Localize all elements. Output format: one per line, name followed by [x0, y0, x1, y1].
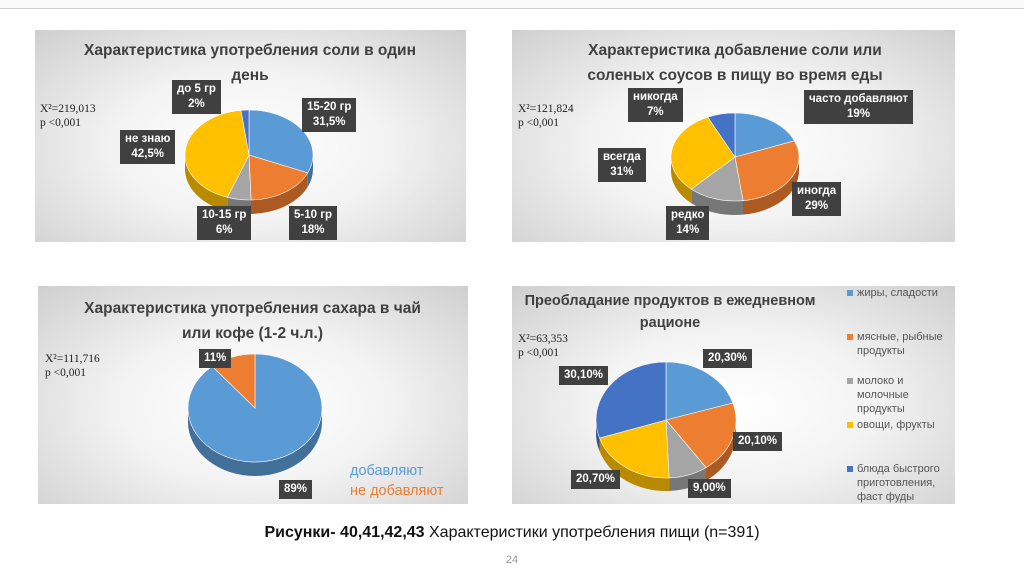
p-value-stat: p <0,001 — [518, 347, 559, 359]
pie-side-2 — [251, 172, 308, 214]
pie-chart — [187, 353, 323, 476]
page-number: 24 — [505, 554, 519, 566]
pie-slice-4 — [599, 419, 670, 479]
chart-panel-products — [512, 286, 955, 504]
pie-side-4 — [185, 155, 228, 212]
pie-slice-1 — [665, 361, 734, 421]
data-label-slice-1: часто добавляют 19% — [804, 90, 914, 124]
p-value-stat: p <0,001 — [518, 117, 559, 129]
pie-slice-2 — [734, 140, 800, 201]
pie-slice-2 — [248, 154, 309, 201]
pie-side-1 — [188, 408, 322, 476]
top-border — [0, 0, 1024, 9]
pie-slice-5 — [707, 112, 736, 158]
pie-slice-5 — [595, 361, 667, 439]
pie-slice-4 — [670, 116, 736, 190]
chi-square-stat: X²=63,353 — [518, 333, 568, 345]
legend-item-not-added: не добавляют — [350, 483, 444, 499]
pie-side-2 — [706, 420, 736, 481]
legend-item-fats-sweets: жиры, сладости — [857, 287, 938, 299]
pie-chart — [595, 361, 737, 491]
data-label-slice-1: 15-20 гр 31,5% — [302, 98, 357, 132]
data-label-slice-2: 11% — [199, 349, 232, 368]
pie-side-3 — [669, 467, 707, 491]
chi-square-stat: X²=121,824 — [518, 103, 574, 115]
pie-slice-5 — [240, 109, 250, 156]
p-value-stat: p <0,001 — [45, 367, 86, 379]
chart-title: Преобладание продуктов в ежедневном раци… — [524, 293, 816, 331]
pie-slice-2 — [665, 402, 737, 468]
pie-slice-3 — [690, 156, 744, 202]
data-label-slice-5: никогда 7% — [628, 88, 683, 122]
legend-swatch-yellow — [847, 422, 853, 428]
data-label-slice-1: 89% — [279, 480, 313, 499]
legend-item-vegetables-fruits: овощи, фрукты — [857, 419, 935, 431]
data-label-slice-4: не знаю 42,5% — [120, 130, 176, 164]
chart-title: Характеристика употребления соли в один … — [84, 42, 416, 84]
pie-side-4 — [671, 157, 692, 204]
chi-square-stat: X²=111,716 — [45, 353, 100, 365]
legend-swatch-orange — [847, 334, 853, 340]
pie-chart — [670, 112, 800, 215]
legend-item-dairy: молоко и молочные продукты — [857, 375, 909, 415]
data-label-slice-3: 9,00% — [688, 479, 731, 498]
legend-swatch-gray — [847, 378, 853, 384]
legend-swatch-blue — [847, 290, 853, 296]
data-label-slice-2: 5-10 гр 18% — [289, 206, 338, 240]
pie-slice-4 — [184, 110, 250, 198]
data-label-slice-5: 30,10% — [559, 366, 609, 385]
legend-swatch-dark-blue — [847, 466, 853, 472]
chi-square-stat: X²=219,013 — [40, 103, 96, 115]
data-label-slice-3: 10-15 гр 6% — [197, 206, 252, 240]
pie-side-2 — [743, 157, 799, 215]
legend-item-added: добавляют — [350, 463, 424, 479]
data-label-slice-2: иногда 29% — [792, 182, 842, 216]
data-label-slice-5: до 5 гр 2% — [172, 80, 221, 114]
caption-text: Характеристики употребления пищи (n=391) — [424, 524, 760, 541]
pie-side-1 — [307, 155, 313, 187]
chart-title: Характеристика употребления сахара в чай… — [84, 300, 421, 342]
legend-item-fast-food: блюда быстрого приготовления, фаст фуды — [857, 463, 940, 503]
data-label-slice-3: редко 14% — [666, 206, 710, 240]
data-label-slice-4: 20,70% — [571, 470, 621, 489]
pie-side-5 — [596, 420, 600, 452]
figure-caption: Рисунки- 40,41,42,43 Характеристики упот… — [0, 524, 1024, 542]
legend-item-meat-fish: мясные, рыбные продукты — [857, 331, 943, 357]
pie-chart — [184, 109, 314, 214]
chart-title: Характеристика добавление соли или солен… — [587, 42, 883, 84]
data-label-slice-2: 20,10% — [733, 432, 783, 451]
p-value-stat: p <0,001 — [40, 117, 81, 129]
data-label-slice-1: 20,30% — [703, 349, 753, 368]
caption-figure-numbers: Рисунки- 40,41,42,43 — [264, 524, 425, 541]
pie-slice-1 — [734, 112, 795, 158]
pie-side-4 — [599, 438, 670, 491]
data-label-slice-4: всегда 31% — [598, 148, 646, 182]
